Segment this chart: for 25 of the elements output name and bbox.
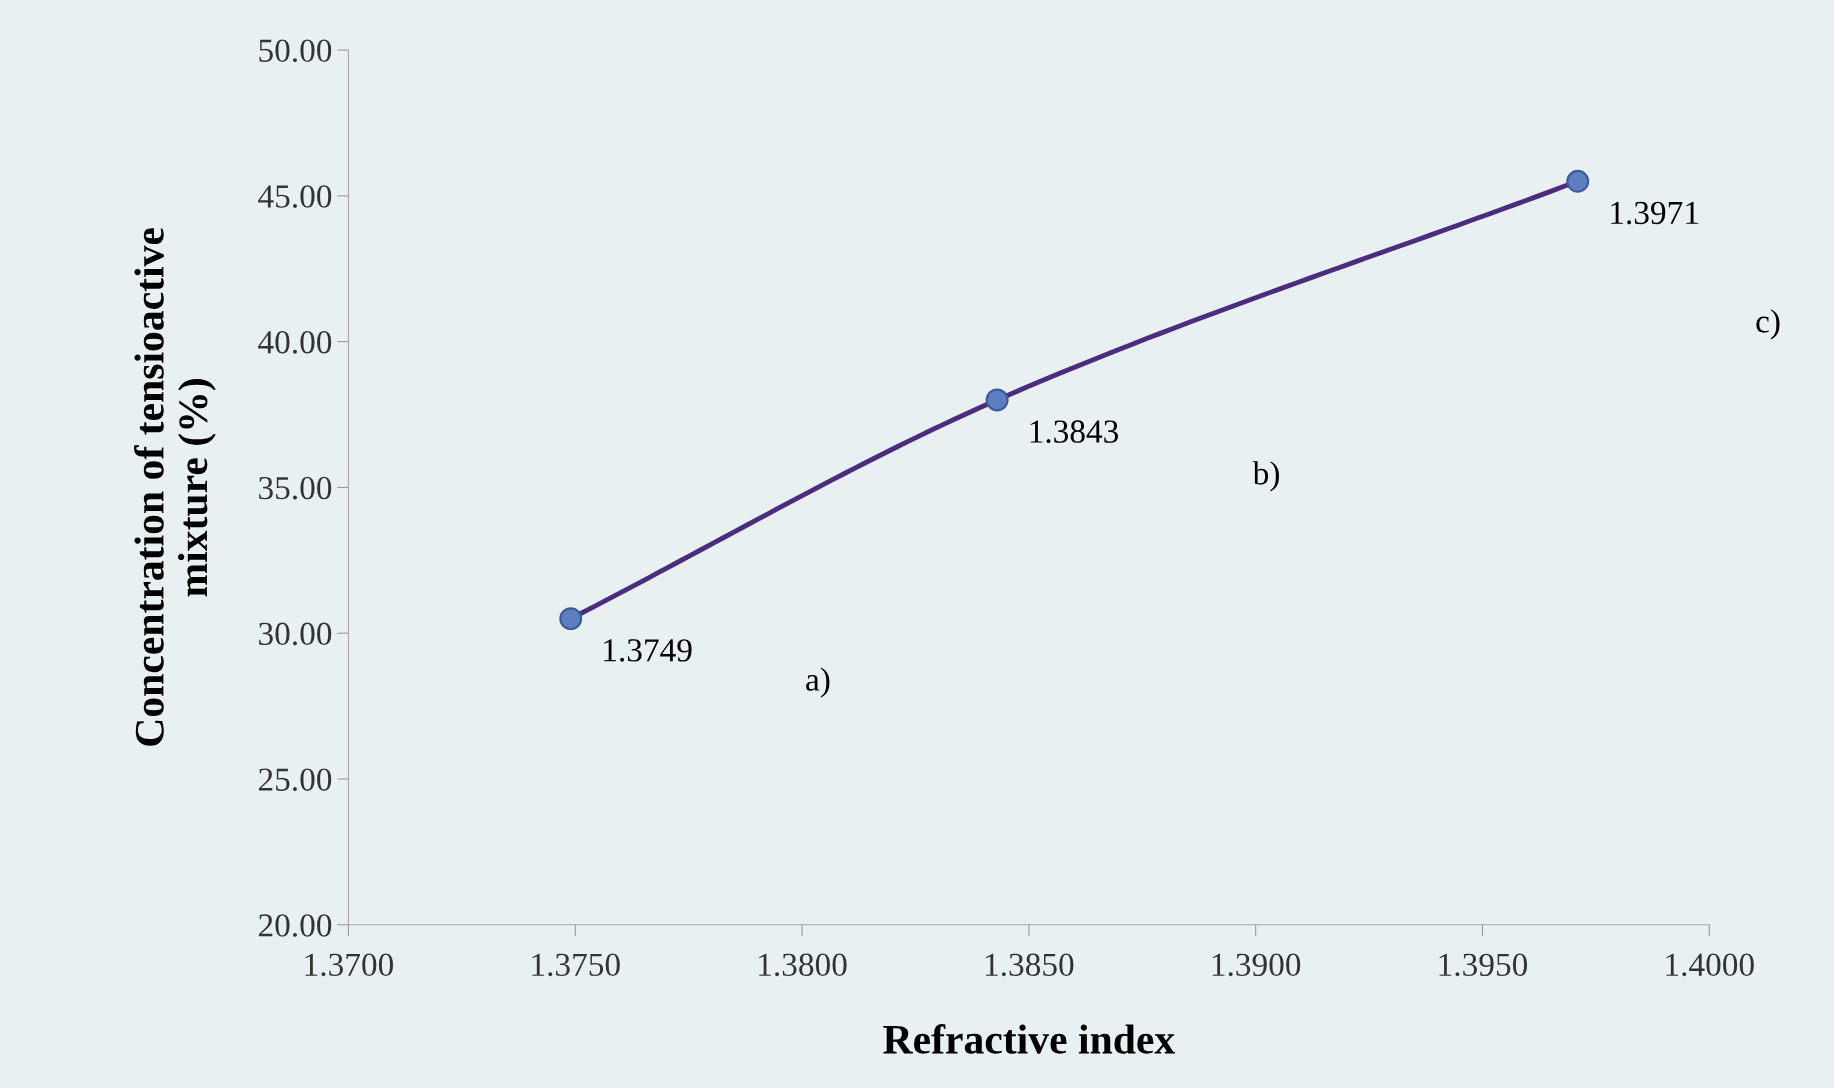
x-tick-label: 1.3700 <box>305 953 394 977</box>
x-tick-label: 1.3900 <box>1212 953 1301 977</box>
text: c) <box>1756 309 1780 340</box>
y-tick-label: 50.00 <box>259 39 332 63</box>
y-tick-label: 20.00 <box>258 914 332 937</box>
annotation: 1.3749 <box>604 639 692 662</box>
y-tick-label: 45.00 <box>258 185 332 208</box>
x-tick-label: 1.4000 <box>1666 953 1754 977</box>
annotation: 1.3971 <box>1611 201 1698 225</box>
annotation: 1.3843 <box>1030 420 1119 443</box>
annotation: a) <box>806 667 830 698</box>
y-axis-title: Concentration of tensioactive mixture (%) <box>134 228 216 746</box>
point <box>1566 169 1590 193</box>
x-tick-label: 1.3750 <box>532 953 620 977</box>
y-tick-label: 40.00 <box>258 331 332 354</box>
y-tick-label: 25.00 <box>258 768 332 792</box>
y-tick-label: 30.00 <box>259 622 332 646</box>
x-tick-label: 1.3950 <box>1439 953 1528 977</box>
annotation: b) <box>1252 461 1279 492</box>
x-tick-label: 1.3850 <box>985 953 1074 977</box>
point <box>559 607 583 631</box>
point <box>985 388 1009 412</box>
x-tick-label: 1.3800 <box>759 953 847 977</box>
x-axis-title: Refractive index <box>883 1024 1176 1054</box>
y-tick-label: 35.00 <box>259 476 332 500</box>
